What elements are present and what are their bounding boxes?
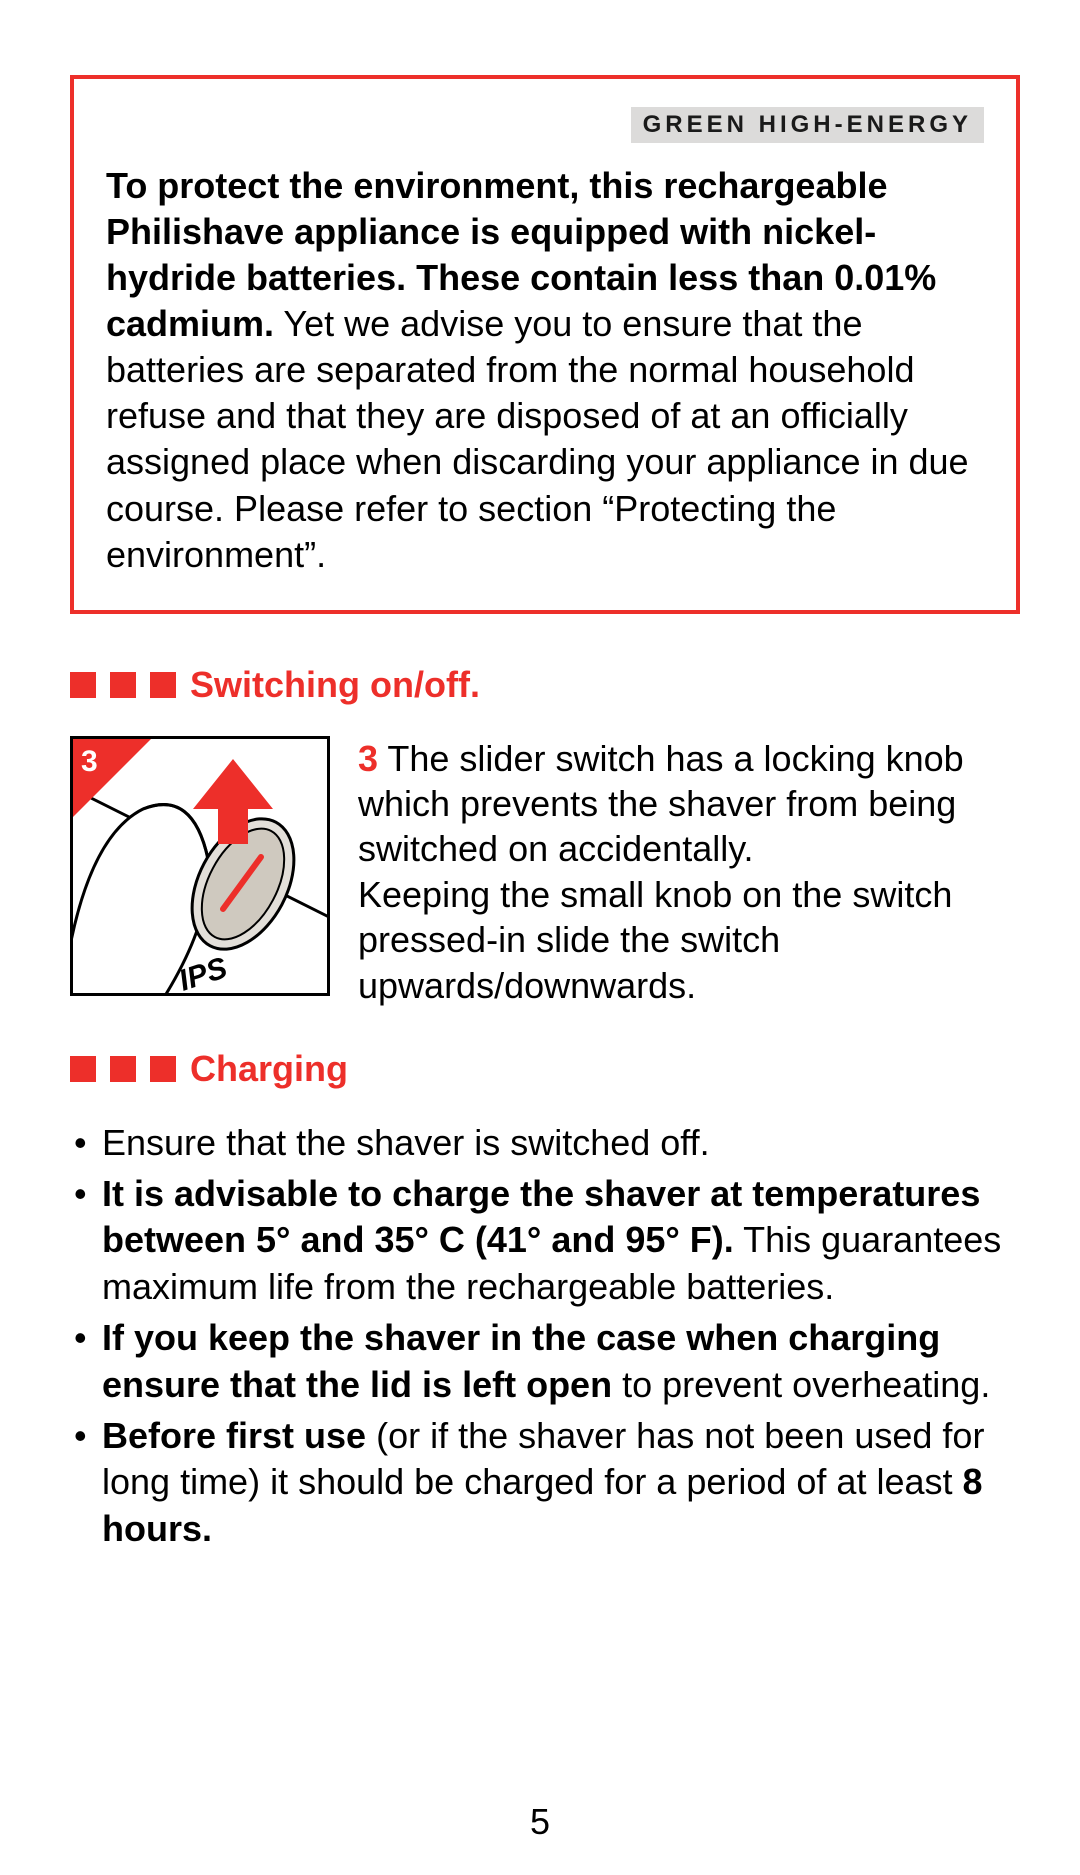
section-square-icon: [110, 672, 136, 698]
section-heading-charging: Charging: [70, 1048, 1020, 1090]
list-item: Ensure that the shaver is switched off.: [70, 1120, 1020, 1167]
bullet-text: to prevent overheating.: [612, 1364, 990, 1405]
list-item: If you keep the shaver in the case when …: [70, 1315, 1020, 1409]
green-energy-badge: GREEN HIGH-ENERGY: [631, 107, 984, 143]
bullet-pre-bold: Before first use: [102, 1415, 366, 1456]
section-title-switching: Switching on/off.: [190, 664, 480, 706]
section-square-icon: [70, 1056, 96, 1082]
section-heading-switching: Switching on/off.: [70, 664, 1020, 706]
list-item: Before first use (or if the shaver has n…: [70, 1413, 1020, 1553]
bullet-text: Ensure that the shaver is switched off.: [102, 1122, 710, 1163]
section-square-icon: [70, 672, 96, 698]
step-text-line1: The slider switch has a locking knob whi…: [358, 738, 964, 870]
step-text-line2: Keeping the small knob on the switch pre…: [358, 874, 952, 1006]
step-text: 3 The slider switch has a locking knob w…: [358, 736, 1020, 1008]
step-row: 3 IPS 3 The slider: [70, 736, 1020, 1008]
section-square-icon: [150, 672, 176, 698]
step-number-badge: 3: [73, 739, 110, 799]
charging-bullet-list: Ensure that the shaver is switched off. …: [70, 1120, 1020, 1553]
section-square-icon: [150, 1056, 176, 1082]
section-square-icon: [110, 1056, 136, 1082]
manual-page: GREEN HIGH-ENERGY To protect the environ…: [0, 0, 1080, 1875]
environment-text: To protect the environment, this recharg…: [106, 163, 984, 578]
section-title-charging: Charging: [190, 1048, 348, 1090]
step-diagram: 3 IPS: [70, 736, 330, 996]
environment-callout-box: GREEN HIGH-ENERGY To protect the environ…: [70, 75, 1020, 614]
step-number-inline: 3: [358, 738, 378, 779]
list-item: It is advisable to charge the shaver at …: [70, 1171, 1020, 1311]
page-number: 5: [0, 1801, 1080, 1843]
